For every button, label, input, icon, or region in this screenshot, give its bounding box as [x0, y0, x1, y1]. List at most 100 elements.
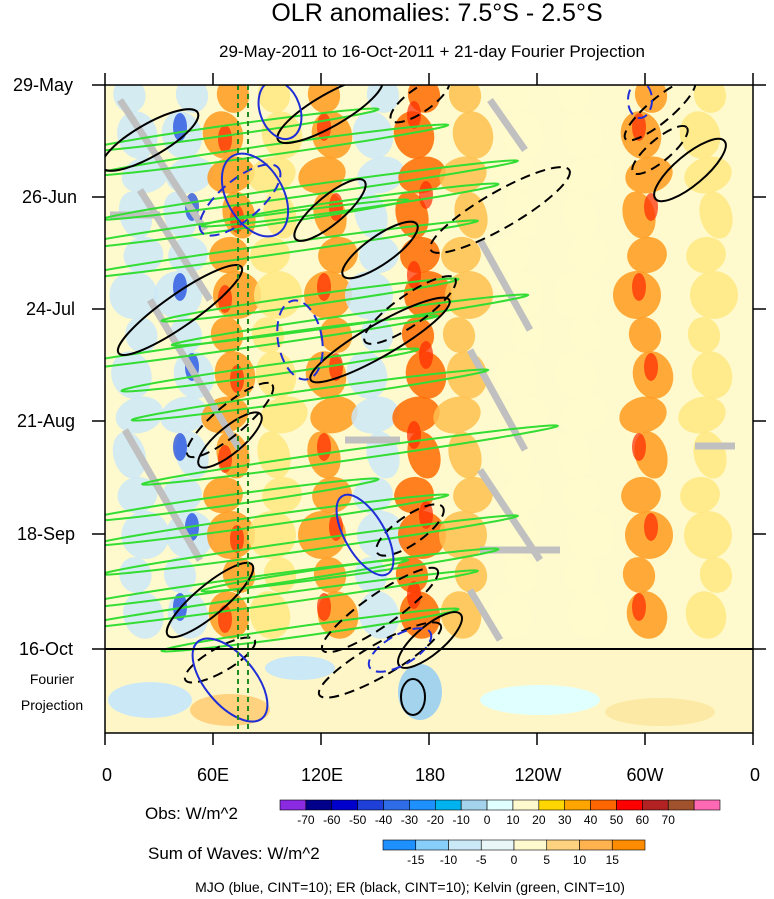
obs-colorbar-labels: -70 -60 -50 -40 -30 -20 -10 0 10 20 30 40 50 60 70	[297, 813, 675, 827]
obs-colorbar-swatch	[331, 799, 358, 811]
obs-colorbar-swatch	[667, 799, 695, 811]
kelvin-contour	[105, 123, 450, 177]
kelvin-contour	[105, 558, 410, 612]
waves-colorbar-tick: 10	[573, 853, 587, 867]
er-wave-contours	[105, 85, 727, 716]
waves-colorbar	[382, 839, 646, 851]
kelvin-contour	[105, 493, 450, 547]
waves-colorbar-tick: 15	[606, 853, 620, 867]
kelvin-contour	[170, 293, 530, 347]
projection-label-line2: Projection	[21, 697, 83, 713]
kelvin-contour	[160, 277, 460, 323]
kelvin-contour	[105, 477, 380, 523]
waves-colorbar-tick: -15	[407, 853, 425, 867]
obs-colorbar-tick: 0	[484, 813, 491, 827]
waves-colorbar-labels: -15 -10 -5 0 5 10 15	[407, 853, 619, 867]
obs-colorbar-tick: -70	[297, 813, 315, 827]
anomaly-band	[298, 85, 359, 639]
x-tick-label: 180	[415, 765, 445, 785]
plot-area	[105, 85, 753, 733]
obs-colorbar-swatch	[693, 799, 721, 811]
obs-colorbar-tick: -30	[401, 813, 419, 827]
obs-colorbar-swatch	[279, 799, 307, 811]
obs-colorbar-tick: 20	[532, 813, 546, 827]
waves-colorbar-swatch	[382, 839, 417, 851]
waves-colorbar-swatch	[415, 839, 449, 851]
waves-colorbar-tick: -10	[440, 853, 458, 867]
waves-colorbar-label: Sum of Waves: W/m^2	[148, 844, 320, 863]
x-axis	[104, 73, 754, 745]
projection-label-line1: Fourier	[30, 671, 75, 687]
obs-colorbar	[279, 799, 721, 811]
waves-colorbar-swatch	[579, 839, 613, 851]
mjo-contours	[191, 85, 653, 723]
x-tick-label: 60W	[626, 765, 663, 785]
obs-colorbar-tick: -40	[375, 813, 393, 827]
kelvin-contour	[141, 424, 559, 486]
waves-colorbar-swatch	[448, 839, 482, 851]
footer-legend: MJO (blue, CINT=10); ER (black, CINT=10)…	[195, 879, 625, 895]
obs-colorbar-swatch	[486, 799, 514, 811]
kelvin-contour	[105, 514, 519, 576]
fourier-projection-field	[105, 649, 753, 733]
obs-colorbar-swatch	[305, 799, 333, 811]
kelvin-contour	[105, 314, 439, 376]
kelvin-contour	[120, 347, 420, 393]
kelvin-contour	[130, 368, 490, 422]
kelvin-contour	[105, 107, 380, 153]
y-tick-label: 29-May	[13, 75, 73, 95]
kelvin-wave-contours	[105, 107, 559, 653]
obs-colorbar-swatch	[616, 799, 643, 811]
obs-colorbar-tick: 70	[662, 813, 676, 827]
obs-colorbar-swatch	[357, 799, 384, 811]
obs-colorbar-tick: 50	[610, 813, 624, 827]
waves-colorbar-swatch	[513, 839, 548, 851]
waves-colorbar-swatch	[546, 839, 580, 851]
anomaly-band	[109, 85, 170, 639]
waves-colorbar-tick: 0	[511, 853, 518, 867]
kelvin-contour	[105, 569, 479, 631]
y-tick-label: 21-Aug	[17, 411, 75, 431]
y-tick-labels: 29-May 26-Jun 24-Jul 21-Aug 18-Sep 16-Oc…	[13, 75, 77, 659]
obs-colorbar-label: Obs: W/m^2	[145, 804, 238, 823]
obs-colorbar-swatch	[383, 799, 410, 811]
x-tick-label: 60E	[197, 765, 229, 785]
x-tick-label: 120E	[301, 765, 343, 785]
waves-colorbar-tick: -5	[476, 853, 487, 867]
obs-colorbar-tick: -60	[323, 813, 341, 827]
waves-colorbar-tick: 5	[543, 853, 550, 867]
chart-subtitle: 29-May-2011 to 16-Oct-2011 + 21-day Four…	[219, 42, 645, 61]
chart-title: OLR anomalies: 7.5°S - 2.5°S	[271, 0, 602, 27]
obs-colorbar-tick: 60	[636, 813, 650, 827]
x-tick-label: 120W	[514, 765, 561, 785]
y-axis	[92, 84, 766, 650]
obs-colorbar-tick: 10	[506, 813, 520, 827]
anomaly-band	[613, 85, 674, 639]
obs-colorbar-tick: -10	[453, 813, 471, 827]
obs-colorbar-swatch	[409, 799, 436, 811]
y-tick-label: 16-Oct	[19, 639, 73, 659]
kelvin-contour	[160, 607, 460, 653]
y-tick-label: 18-Sep	[17, 524, 75, 544]
obs-colorbar-tick: 30	[558, 813, 572, 827]
y-tick-label: 24-Jul	[26, 299, 75, 319]
x-tick-label: 0	[102, 765, 112, 785]
obs-colorbar-tick: -50	[349, 813, 367, 827]
kelvin-contour	[105, 219, 479, 281]
waves-colorbar-swatch	[480, 839, 515, 851]
y-tick-label: 26-Jun	[22, 187, 77, 207]
obs-colorbar-tick: 40	[584, 813, 598, 827]
x-tick-labels: 0 60E 120E 180 120W 60W 0	[102, 765, 760, 785]
waves-colorbar-swatch	[611, 839, 646, 851]
obs-colorbar-swatch	[538, 799, 566, 811]
obs-colorbar-swatch	[590, 799, 617, 811]
obs-colorbar-tick: -20	[427, 813, 445, 827]
kelvin-contour	[105, 159, 519, 221]
obs-colorbar-swatch	[512, 799, 540, 811]
obs-colorbar-swatch	[642, 799, 669, 811]
x-tick-label: 0	[750, 765, 760, 785]
obs-colorbar-swatch	[434, 799, 462, 811]
obs-colorbar-swatch	[564, 799, 591, 811]
anomaly-band	[554, 85, 614, 639]
